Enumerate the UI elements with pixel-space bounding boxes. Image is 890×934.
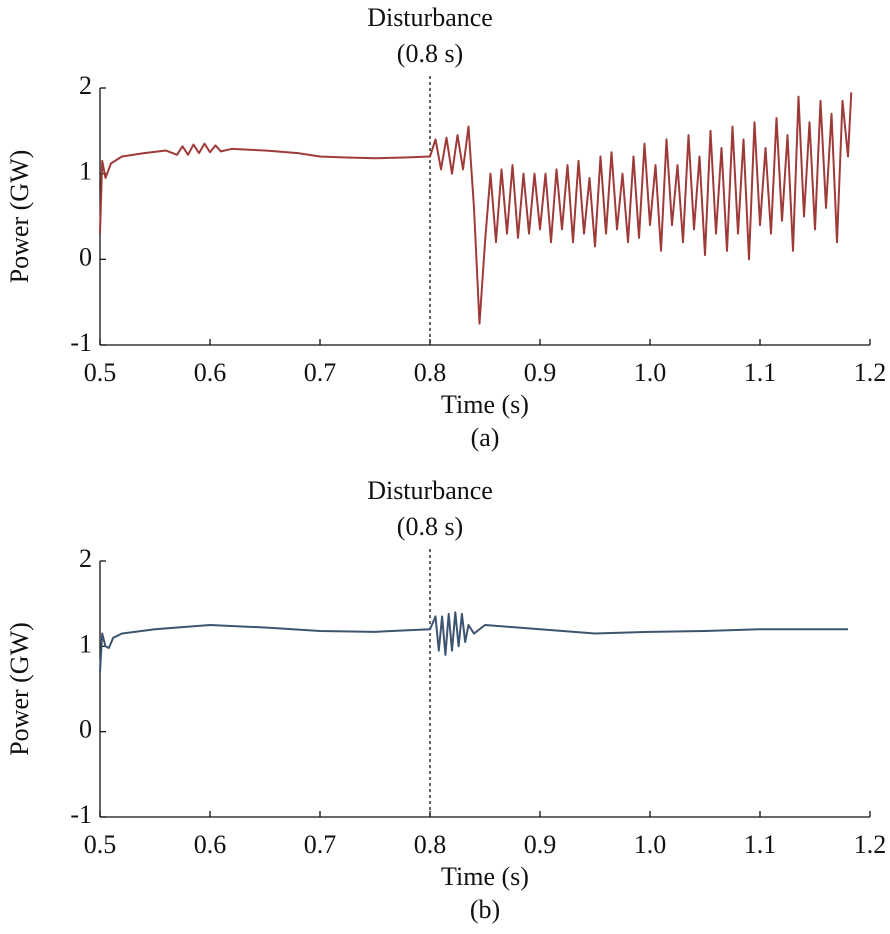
x-tick-label: 1.0 — [634, 830, 667, 859]
x-tick-label: 1.2 — [854, 358, 887, 387]
x-axis-label: Time (s) — [441, 390, 529, 419]
y-tick-label: -1 — [70, 800, 92, 829]
x-tick-label: 0.8 — [414, 830, 447, 859]
y-tick-label: 0 — [79, 242, 92, 271]
y-axis-label: Power (GW) — [5, 622, 34, 756]
x-tick-label: 0.7 — [304, 830, 337, 859]
y-tick-label: 0 — [79, 715, 92, 744]
x-tick-label: 0.6 — [194, 358, 227, 387]
power-line — [99, 92, 853, 325]
x-tick-label: 0.5 — [84, 830, 117, 859]
power-line — [99, 611, 848, 672]
annotation: (0.8 s) — [397, 39, 463, 68]
y-tick-label: 2 — [79, 71, 92, 100]
y-tick-label: -1 — [70, 328, 92, 357]
x-tick-label: 1.2 — [854, 830, 887, 859]
x-tick-label: 1.1 — [744, 358, 777, 387]
x-axis-label: Time (s) — [441, 862, 529, 891]
y-tick-label: 1 — [79, 157, 92, 186]
annotation: Disturbance — [367, 3, 493, 32]
caption: (b) — [470, 895, 500, 924]
y-tick-label: 2 — [79, 544, 92, 573]
x-tick-label: 1.1 — [744, 830, 777, 859]
y-tick-label: 1 — [79, 629, 92, 658]
annotation: Disturbance — [367, 476, 493, 505]
x-tick-label: 0.6 — [194, 830, 227, 859]
x-tick-label: 0.7 — [304, 358, 337, 387]
caption: (a) — [471, 423, 500, 452]
x-tick-label: 0.8 — [414, 358, 447, 387]
annotation: (0.8 s) — [397, 512, 463, 541]
x-tick-label: 0.9 — [524, 358, 557, 387]
y-axis-label: Power (GW) — [5, 150, 34, 284]
x-tick-label: 0.9 — [524, 830, 557, 859]
x-tick-label: 1.0 — [634, 358, 667, 387]
x-tick-label: 0.5 — [84, 358, 117, 387]
